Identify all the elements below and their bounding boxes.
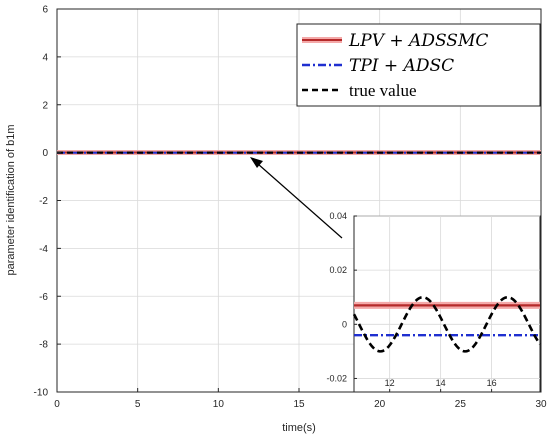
x-axis-label: time(s) — [282, 422, 316, 434]
series-true-inset — [352, 295, 542, 353]
main-y-ticks: 6 4 2 0 -2 -4 -6 -8 -10 — [34, 5, 61, 399]
legend-label-lpv: LPV + ADSSMC — [348, 31, 488, 51]
x-tick-label: 30 — [535, 399, 547, 410]
legend-entry-lpv: LPV + ADSSMC — [302, 31, 488, 51]
inset-x-tick-label: 12 — [385, 378, 395, 388]
y-tick-label: -8 — [39, 340, 48, 351]
inset-zoom-plot: 12 14 16 0.04 0.02 0 -0.02 — [326, 211, 542, 393]
inset-x-tick-label: 16 — [487, 378, 497, 388]
inset-y-tick-label: 0 — [342, 319, 347, 329]
x-tick-label: 15 — [293, 399, 305, 410]
legend: LPV + ADSSMC TPI + ADSC true value — [296, 23, 541, 107]
x-tick-label: 20 — [374, 399, 386, 410]
legend-entry-true: true value — [302, 81, 417, 100]
y-tick-label: 2 — [42, 100, 48, 111]
zoom-arrow — [250, 157, 343, 239]
inset-y-tick-label: 0.02 — [329, 265, 347, 275]
inset-series — [352, 295, 542, 353]
x-tick-label: 25 — [455, 399, 467, 410]
inset-x-tick-label: 14 — [436, 378, 446, 388]
inset-x-ticks: 12 14 16 — [385, 378, 497, 392]
legend-label-true: true value — [349, 81, 417, 100]
legend-entry-tpi: TPI + ADSC — [302, 56, 454, 76]
inset-y-tick-label: -0.02 — [326, 373, 347, 383]
legend-label-tpi: TPI + ADSC — [349, 56, 454, 76]
y-tick-label: 0 — [42, 148, 48, 159]
inset-y-tick-label: 0.04 — [329, 211, 347, 221]
y-tick-label: -6 — [39, 292, 48, 303]
x-tick-label: 0 — [54, 399, 60, 410]
y-tick-label: -2 — [39, 196, 48, 207]
x-tick-label: 10 — [213, 399, 225, 410]
y-tick-label: 4 — [42, 52, 48, 63]
y-tick-label: -10 — [34, 388, 49, 399]
inset-y-ticks: 0.04 0.02 0 -0.02 — [326, 211, 357, 383]
y-tick-label: 6 — [42, 5, 48, 16]
y-axis-label: parameter identification of b1m — [5, 124, 17, 275]
y-tick-label: -4 — [39, 244, 48, 255]
x-tick-label: 5 — [135, 399, 141, 410]
